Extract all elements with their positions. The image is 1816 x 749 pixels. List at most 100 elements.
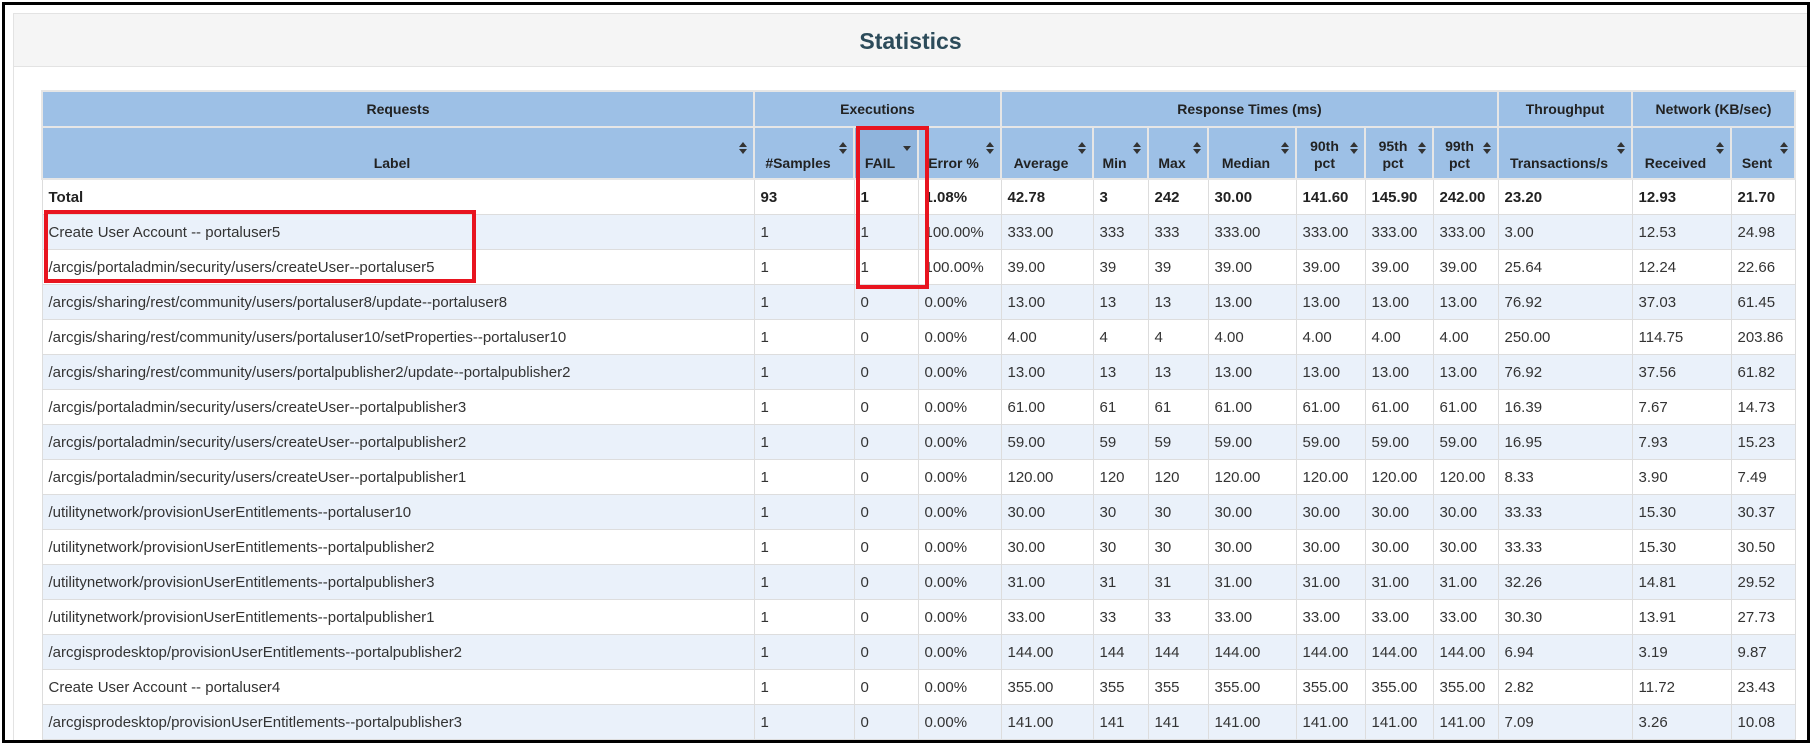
cell-label: /utilitynetwork/provisionUserEntitlement… (41, 599, 755, 635)
sort-icon[interactable] (1350, 142, 1358, 154)
cell-samples: 93 (753, 178, 855, 215)
cell-fail: 0 (853, 424, 919, 460)
cell-label: Total (41, 178, 755, 215)
cell-error-pct: 0.00% (917, 284, 1002, 320)
table-row: /utilitynetwork/provisionUserEntitlement… (41, 494, 1796, 530)
cell-fail: 0 (853, 599, 919, 635)
cell-min: 59 (1092, 424, 1149, 460)
column-header-fail[interactable]: FAIL (853, 126, 919, 180)
column-header-received[interactable]: Received (1631, 126, 1732, 180)
cell-max: 4 (1147, 319, 1209, 355)
cell-error-pct: 0.00% (917, 599, 1002, 635)
sort-icon[interactable] (1078, 142, 1086, 154)
column-header-p95[interactable]: 95th pct (1364, 126, 1434, 180)
cell-label: /arcgis/sharing/rest/community/users/por… (41, 319, 755, 355)
cell-p90: 141.60 (1295, 178, 1366, 215)
cell-fail: 0 (853, 494, 919, 530)
column-header-median[interactable]: Median (1207, 126, 1297, 180)
cell-max: 144 (1147, 634, 1209, 670)
cell-sent: 21.70 (1730, 178, 1796, 215)
cell-p95: 30.00 (1364, 494, 1434, 530)
table-row: /arcgis/portaladmin/security/users/creat… (41, 424, 1796, 460)
cell-p90: 144.00 (1295, 634, 1366, 670)
cell-average: 30.00 (1000, 529, 1094, 565)
cell-tps: 2.82 (1497, 669, 1633, 705)
column-header-label: 95th pct (1378, 138, 1408, 171)
column-header-error-pct[interactable]: Error % (917, 126, 1002, 180)
sort-icon[interactable] (1418, 142, 1426, 154)
cell-received: 15.30 (1631, 494, 1732, 530)
column-header-samples[interactable]: #Samples (753, 126, 855, 180)
cell-samples: 1 (753, 669, 855, 705)
cell-p99: 120.00 (1432, 459, 1499, 495)
cell-error-pct: 0.00% (917, 494, 1002, 530)
column-header-label: Median (1221, 155, 1271, 171)
cell-error-pct: 100.00% (917, 214, 1002, 250)
cell-min: 144 (1092, 634, 1149, 670)
cell-p95: 13.00 (1364, 284, 1434, 320)
cell-error-pct: 0.00% (917, 424, 1002, 460)
table-row: /arcgis/sharing/rest/community/users/por… (41, 319, 1796, 355)
cell-p90: 141.00 (1295, 704, 1366, 740)
cell-max: 13 (1147, 284, 1209, 320)
column-header-label[interactable]: Label (41, 126, 755, 180)
sort-icon[interactable] (1483, 142, 1491, 154)
cell-tps: 6.94 (1497, 634, 1633, 670)
statistics-table: Requests Executions Response Times (ms) Thr… (41, 90, 1796, 740)
column-header-average[interactable]: Average (1000, 126, 1094, 180)
column-header-sent[interactable]: Sent (1730, 126, 1796, 180)
cell-received: 12.53 (1631, 214, 1732, 250)
cell-received: 13.91 (1631, 599, 1732, 635)
sort-icon[interactable] (1281, 142, 1289, 154)
column-header-label: Error % (928, 155, 979, 171)
cell-median: 33.00 (1207, 599, 1297, 635)
column-header-p90[interactable]: 90th pct (1295, 126, 1366, 180)
cell-average: 59.00 (1000, 424, 1094, 460)
sort-icon[interactable] (1716, 142, 1724, 154)
cell-fail: 0 (853, 354, 919, 390)
sort-icon[interactable] (1780, 142, 1788, 154)
column-header-min[interactable]: Min (1092, 126, 1149, 180)
cell-sent: 22.66 (1730, 249, 1796, 285)
cell-label: /arcgis/portaladmin/security/users/creat… (41, 424, 755, 460)
table-row: /utilitynetwork/provisionUserEntitlement… (41, 529, 1796, 565)
panel-heading: Statistics (14, 14, 1807, 67)
cell-received: 12.24 (1631, 249, 1732, 285)
sort-icon[interactable] (839, 142, 847, 154)
cell-label: /utilitynetwork/provisionUserEntitlement… (41, 529, 755, 565)
sort-icon[interactable] (1133, 142, 1141, 154)
cell-p90: 30.00 (1295, 529, 1366, 565)
column-header-label: Label (373, 155, 411, 171)
column-header-p99[interactable]: 99th pct (1432, 126, 1499, 180)
cell-received: 37.03 (1631, 284, 1732, 320)
cell-p95: 61.00 (1364, 389, 1434, 425)
cell-min: 13 (1092, 284, 1149, 320)
column-header-tps[interactable]: Transactions/s (1497, 126, 1633, 180)
sort-desc-icon[interactable] (903, 142, 911, 154)
table-body: Total 93 1 1.08% 42.78 3 242 30.00 141.60 145.90 2… (41, 178, 1796, 740)
cell-median: 39.00 (1207, 249, 1297, 285)
cell-average: 144.00 (1000, 634, 1094, 670)
cell-received: 14.81 (1631, 564, 1732, 600)
cell-sent: 7.49 (1730, 459, 1796, 495)
column-header-max[interactable]: Max (1147, 126, 1209, 180)
cell-fail: 0 (853, 529, 919, 565)
cell-median: 141.00 (1207, 704, 1297, 740)
cell-min: 13 (1092, 354, 1149, 390)
cell-sent: 30.37 (1730, 494, 1796, 530)
cell-fail: 0 (853, 459, 919, 495)
cell-sent: 61.45 (1730, 284, 1796, 320)
sort-icon[interactable] (1193, 142, 1201, 154)
sort-icon[interactable] (739, 142, 747, 154)
table-row: /utilitynetwork/provisionUserEntitlement… (41, 564, 1796, 600)
group-header-network-kb-sec: Network (KB/sec) (1631, 90, 1796, 128)
cell-p95: 355.00 (1364, 669, 1434, 705)
cell-samples: 1 (753, 249, 855, 285)
table-row: Create User Account -- portaluser5 1 1 100.… (41, 214, 1796, 250)
sort-icon[interactable] (1617, 142, 1625, 154)
cell-median: 120.00 (1207, 459, 1297, 495)
cell-error-pct: 0.00% (917, 459, 1002, 495)
cell-average: 33.00 (1000, 599, 1094, 635)
cell-label: Create User Account -- portaluser4 (41, 669, 755, 705)
sort-icon[interactable] (986, 142, 994, 154)
